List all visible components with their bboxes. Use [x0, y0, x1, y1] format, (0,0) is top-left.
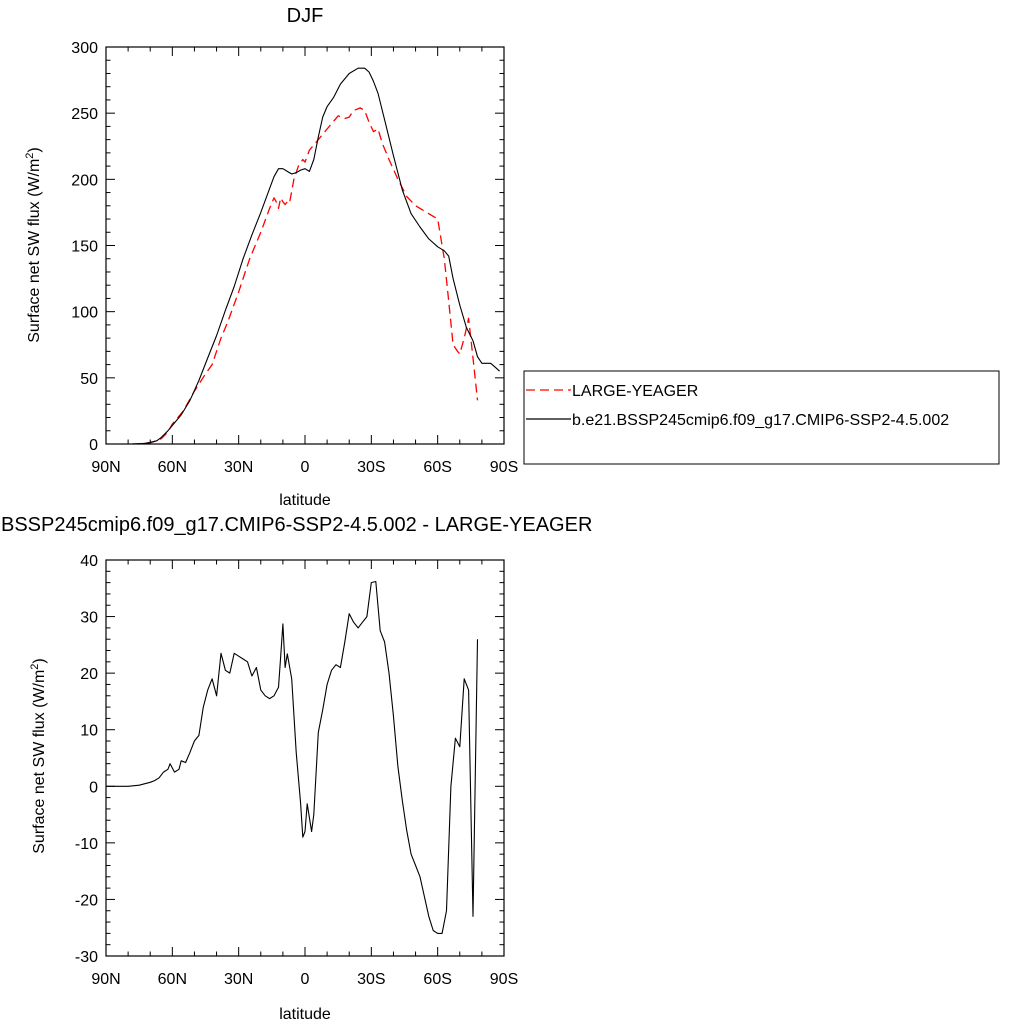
- bottom-chart-series-lines: [106, 580, 479, 934]
- bottom-chart-y-tick-label: 40: [80, 553, 98, 570]
- bottom-chart-x-tick-label: 30N: [224, 971, 253, 988]
- top-chart-y-tick-label: 50: [80, 371, 98, 388]
- top-chart-frame: [105, 46, 505, 445]
- top-chart-series-line-b-e21-bssp245cmip6-f09-g17-cmip6-ssp2-4-5-002: [132, 67, 500, 445]
- bottom-chart-x-axis-title: latitude: [279, 1006, 331, 1023]
- top-chart-y-tick-label: 200: [71, 172, 98, 189]
- top-chart-x-tick-label: 60S: [423, 459, 451, 476]
- bottom-chart-axes: 90N 60N 30N 0 30S 60S 90S -30 -20 -10 0 10 20 30 40: [75, 553, 518, 988]
- top-chart-x-axis-title: latitude: [279, 492, 331, 509]
- bottom-chart-x-tick-label: 90S: [490, 971, 518, 988]
- top-chart-x-tick-label: 0: [301, 459, 310, 476]
- bottom-chart-x-tick-label: 60N: [158, 971, 187, 988]
- bottom-chart-y-tick-label: -20: [75, 892, 98, 909]
- bottom-chart-title: BSSP245cmip6.f09_g17.CMIP6-SSP2-4.5.002 …: [1, 514, 592, 536]
- bottom-chart-x-tick-label: 30S: [357, 971, 385, 988]
- top-chart-y-axis-title: Surface net SW flux (W/m2): [24, 147, 43, 343]
- top-chart-y-tick-label: 300: [71, 40, 98, 57]
- bottom-chart-frame: [105, 559, 505, 957]
- bottom-chart-series-line-difference: [106, 580, 479, 934]
- top-chart-y-tick-label: 100: [71, 305, 98, 322]
- bottom-chart-difference: BSSP245cmip6.f09_g17.CMIP6-SSP2-4.5.002 …: [1, 514, 592, 1023]
- top-chart-x-tick-label: 90N: [91, 459, 120, 476]
- top-chart-title: DJF: [287, 5, 324, 27]
- top-chart-x-tick-label: 30N: [224, 459, 253, 476]
- top-chart-series-line-large-yeager: [132, 107, 479, 445]
- top-chart-x-tick-label: 30S: [357, 459, 385, 476]
- bottom-chart-x-tick-label: 60S: [423, 971, 451, 988]
- bottom-chart-y-tick-label: 20: [80, 666, 98, 683]
- top-chart-series-lines: [132, 67, 500, 445]
- legend-box: [523, 370, 1000, 465]
- top-chart-y-tick-label: 250: [71, 106, 98, 123]
- top-chart-axes: 90N 60N 30N 0 30S 60S 90S 0 50 100 150 200 250 300: [71, 40, 518, 476]
- top-chart-x-tick-label: 60N: [158, 459, 187, 476]
- bottom-chart-y-tick-label: 10: [80, 723, 98, 740]
- bottom-chart-x-tick-label: 90N: [91, 971, 120, 988]
- bottom-chart-x-tick-label: 0: [301, 971, 310, 988]
- bottom-chart-y-axis-title: Surface net SW flux (W/m2): [29, 658, 48, 854]
- bottom-chart-y-tick-label: 0: [89, 779, 98, 796]
- legend-label-b-e21: b.e21.BSSP245cmip6.f09_g17.CMIP6-SSP2-4.…: [572, 412, 949, 429]
- bottom-chart-y-tick-label: 30: [80, 610, 98, 627]
- legend-label-large-yeager: LARGE-YEAGER: [572, 383, 698, 400]
- top-chart-djf: DJF 90N 60N 30N 0 30S 60S 90S 0 50 100 150 200 250 30…: [24, 5, 1000, 509]
- top-chart-x-tick-label: 90S: [490, 459, 518, 476]
- top-chart-y-tick-label: 0: [89, 437, 98, 454]
- top-chart-legend: LARGE-YEAGER b.e21.BSSP245cmip6.f09_g17.…: [523, 370, 1000, 465]
- top-chart-y-tick-label: 150: [71, 239, 98, 256]
- bottom-chart-y-tick-label: -30: [75, 949, 98, 966]
- bottom-chart-y-tick-label: -10: [75, 836, 98, 853]
